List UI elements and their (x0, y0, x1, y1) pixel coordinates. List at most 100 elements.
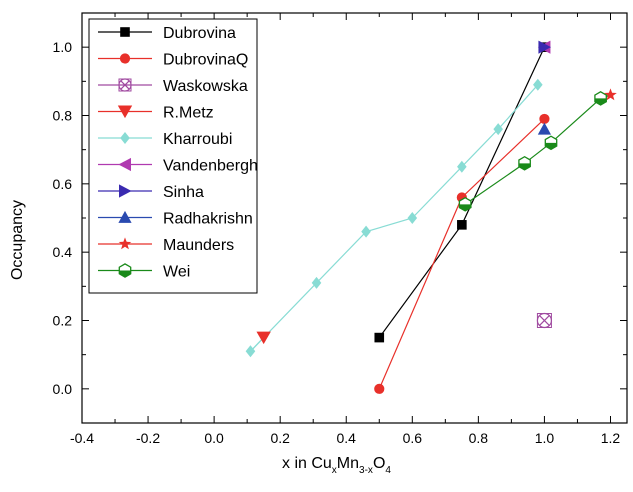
legend-marker (118, 78, 132, 92)
y-axis-label: Occupancy (9, 200, 26, 280)
crossed-square (536, 313, 552, 328)
legend-label: Waskowska (163, 78, 248, 95)
legend-label: Radhakrishn (163, 211, 253, 228)
x-tick-label: 1.0 (535, 430, 555, 446)
plot-area (245, 40, 617, 394)
legend-label: Maunders (163, 237, 234, 254)
legend-label: Vandenbergh (163, 158, 258, 175)
diamond-marker (245, 345, 256, 358)
legend-marker (118, 210, 132, 223)
triangle-up-marker (537, 122, 552, 135)
legend: Dubrovina DubrovinaQ Waskowska R.Metz Kharro… (88, 18, 258, 294)
diamond-marker (361, 225, 371, 238)
legend-entry-radhakrishn: Radhakrishn (98, 211, 253, 228)
crossed-square (118, 78, 132, 92)
circle-marker (539, 113, 550, 125)
legend-marker (120, 27, 130, 37)
legend-label: Kharroubi (163, 131, 232, 148)
axes (81, 12, 628, 424)
x-axis-label-sub3: 4 (385, 465, 391, 476)
x-axis-label-main: x in Cu (282, 455, 332, 472)
legend-marker (117, 105, 133, 119)
x-axis-label-mid: Mn (337, 455, 359, 472)
legend-marker (120, 132, 130, 144)
x-axis-label-end: O (373, 455, 385, 472)
legend-entry-vandenbergh: Vandenbergh (98, 158, 258, 175)
triangle-down-marker (117, 105, 133, 119)
diamond-marker (311, 276, 322, 289)
square-marker (374, 332, 385, 343)
point-kharroubi (493, 123, 503, 136)
hexagon-fill (119, 270, 131, 278)
legend-marker (118, 237, 132, 250)
x-axis-label: x in CuxMn3-xO4 (282, 455, 391, 476)
circle-marker (374, 383, 385, 394)
diamond-marker (457, 160, 467, 173)
legend-marker (119, 53, 131, 64)
cross-line (539, 315, 550, 326)
square-marker (120, 27, 130, 37)
x-tick-label: 0.0 (204, 430, 224, 446)
triangle-down-marker (256, 331, 271, 345)
point-kharroubi (457, 160, 467, 173)
point-wei (458, 196, 472, 212)
triangle-right-marker (538, 40, 552, 54)
legend-entry-dubrovinaq: DubrovinaQ (98, 52, 248, 69)
y-tick-label: 0.8 (53, 108, 73, 124)
x-axis-label-sub2: 3-x (359, 465, 373, 476)
diamond-marker (120, 132, 130, 144)
point-dubrovinaq (374, 383, 385, 394)
point-kharroubi (407, 212, 418, 224)
legend-entry-kharroubi: Kharroubi (98, 131, 232, 148)
point-radhakrishn (537, 122, 552, 135)
x-tick-label: 0.8 (469, 430, 489, 446)
hexagon-fill (518, 163, 531, 170)
y-tick-label: 0.2 (53, 313, 73, 329)
legend-entry-r-metz: R.Metz (98, 105, 214, 122)
point-r-metz (256, 331, 271, 345)
diamond-marker (407, 212, 418, 224)
point-wei (544, 135, 558, 151)
hexagon-fill (594, 98, 607, 106)
legend-entry-waskowska: Waskowska (98, 78, 248, 95)
point-dubrovina (374, 332, 385, 343)
x-tick-label: 1.2 (601, 430, 621, 446)
diamond-marker (493, 123, 503, 136)
legend-marker (118, 263, 132, 278)
legend-marker (119, 184, 132, 198)
triangle-up-marker (118, 210, 132, 223)
cross-line (120, 80, 130, 90)
triangle-left-marker (118, 157, 131, 172)
point-dubrovina (457, 220, 467, 230)
y-tick-label: 0.4 (53, 244, 73, 260)
legend-entry-maunders: Maunders (98, 237, 234, 254)
point-maunders (604, 88, 617, 101)
point-wei (518, 155, 531, 171)
y-tick-label: 0.0 (53, 381, 73, 397)
hexagon-fill (545, 142, 557, 150)
x-tick-label: 0.2 (270, 430, 290, 446)
point-kharroubi (361, 225, 371, 238)
point-kharroubi (533, 78, 543, 91)
legend-entry-wei: Wei (98, 263, 190, 281)
triangle-right-marker (119, 184, 132, 198)
legend-box (88, 18, 258, 294)
legend-label: Dubrovina (163, 25, 236, 42)
legend-label: DubrovinaQ (163, 52, 248, 69)
point-waskowska (536, 312, 553, 329)
point-kharroubi (245, 345, 256, 358)
legend-marker (118, 157, 131, 172)
point-wei (594, 91, 607, 106)
x-tick-label: -0.2 (136, 430, 160, 446)
hexagon-fill (459, 204, 471, 211)
star-marker (118, 237, 132, 250)
legend-label: R.Metz (163, 105, 214, 122)
circle-marker (119, 53, 131, 64)
square-marker (457, 220, 467, 230)
x-tick-label: -0.4 (70, 430, 94, 446)
point-sinha (538, 40, 552, 54)
y-tick-label: 1.0 (53, 39, 73, 55)
star-marker (604, 88, 617, 101)
legend-entry-dubrovina: Dubrovina (98, 25, 236, 42)
